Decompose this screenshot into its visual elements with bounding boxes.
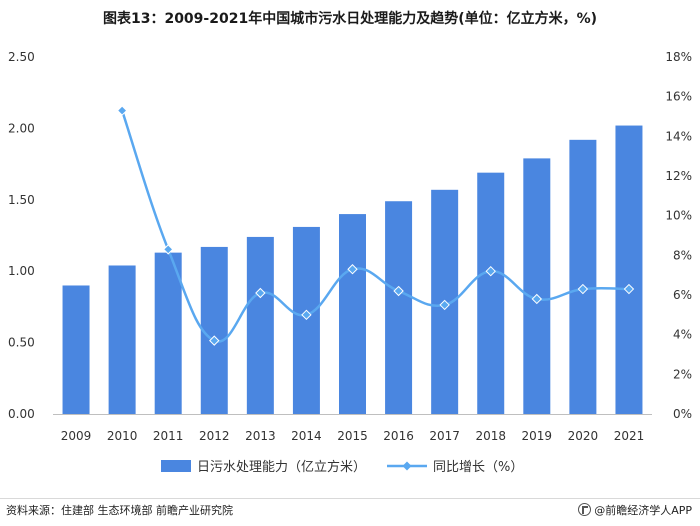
x-tick-label: 2012 (199, 429, 230, 443)
right-tick-label: 0% (673, 407, 692, 421)
x-tick-label: 2019 (522, 429, 553, 443)
legend: 日污水处理能力（亿立方米） 同比增长（%） (161, 459, 523, 475)
growth-point (162, 244, 174, 255)
x-tick-label: 2009 (61, 429, 92, 443)
bar (385, 201, 413, 414)
growth-point (347, 264, 358, 275)
right-tick-label: 18% (665, 50, 692, 64)
bar (292, 226, 320, 414)
bar (523, 158, 551, 414)
growth-point (393, 285, 404, 297)
right-tick-label: 12% (665, 169, 692, 183)
growth-point (531, 293, 543, 305)
x-tick-label: 2013 (245, 429, 276, 443)
right-tick-label: 16% (665, 90, 692, 104)
right-tick-label: 4% (673, 328, 692, 342)
left-tick-label: 2.50 (8, 50, 35, 64)
bar-series (62, 125, 643, 414)
x-tick-label: 2020 (568, 429, 599, 443)
left-tick-label: 0.50 (8, 336, 35, 350)
legend-bar-label: 日污水处理能力（亿立方米） (197, 459, 366, 475)
bar (62, 285, 90, 414)
bar (108, 265, 136, 414)
x-tick-label: 2015 (337, 429, 368, 443)
source-note: 资料来源：住建部 生态环境部 前瞻产业研究院 (6, 504, 233, 517)
chart-title: 图表13：2009-2021年中国城市污水日处理能力及趋势(单位：亿立方米，%) (102, 11, 598, 27)
x-tick-label: 2011 (153, 429, 184, 443)
bar (246, 236, 274, 414)
bar (200, 246, 228, 414)
x-tick-label: 2014 (291, 429, 322, 443)
x-tick-label: 2010 (107, 429, 138, 443)
right-axis-ticks: 0% 2% 4% 6% 8% 10% 12% 14% 16% 18% (665, 50, 692, 421)
growth-point (116, 105, 128, 116)
right-tick-label: 2% (673, 367, 692, 381)
growth-point (301, 309, 312, 321)
left-tick-label: 0.00 (8, 407, 35, 421)
growth-point (439, 299, 450, 311)
bar (477, 172, 505, 414)
legend-bar-swatch (161, 460, 191, 472)
footer-divider (0, 498, 700, 499)
left-axis-ticks: 0.00 0.50 1.00 1.50 2.00 2.50 (8, 50, 35, 421)
x-axis-ticks: 2009 2010 2011 2012 2013 2014 2015 2016 2017 2018… (61, 429, 644, 443)
right-tick-label: 14% (665, 129, 692, 143)
growth-point (623, 283, 635, 295)
growth-line (120, 110, 629, 343)
x-tick-label: 2021 (614, 429, 645, 443)
x-tick-label: 2016 (383, 429, 414, 443)
x-tick-label: 2018 (475, 429, 506, 443)
left-tick-label: 1.00 (8, 264, 35, 278)
left-tick-label: 2.00 (8, 121, 35, 135)
legend-line-label: 同比增长（%） (433, 460, 523, 475)
legend-line-marker (402, 461, 412, 471)
bar (339, 214, 366, 414)
growth-point (209, 335, 220, 346)
right-tick-label: 10% (665, 209, 692, 223)
right-tick-label: 8% (673, 248, 692, 262)
growth-point (577, 283, 589, 295)
brand-logo-icon (578, 503, 592, 516)
growth-point (255, 287, 266, 299)
brand-text: @前瞻经济学人APP (594, 504, 692, 517)
left-tick-label: 1.50 (8, 193, 35, 207)
growth-line-series (116, 105, 635, 346)
bar (615, 125, 643, 414)
growth-point (485, 265, 496, 277)
x-tick-label: 2017 (429, 429, 460, 443)
bar (154, 252, 182, 414)
right-tick-label: 6% (673, 288, 692, 302)
brand-credit: @前瞻经济学人APP (578, 502, 692, 518)
bar (569, 139, 597, 414)
